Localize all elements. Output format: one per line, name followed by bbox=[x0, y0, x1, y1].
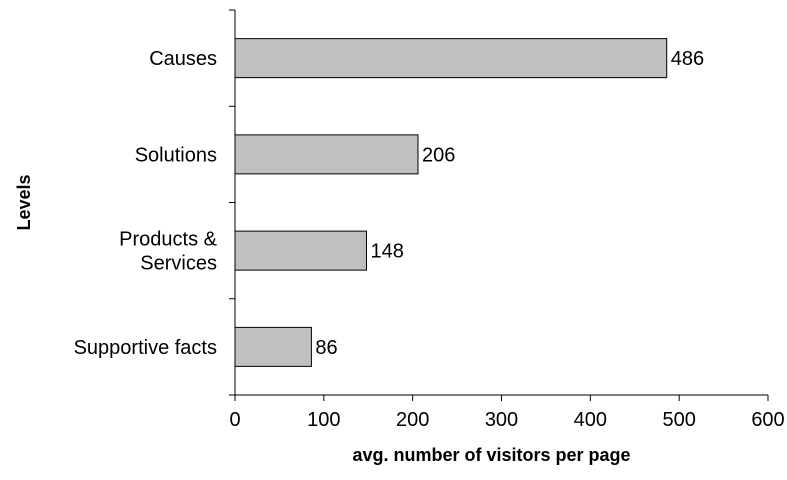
bar bbox=[234, 134, 419, 175]
bar bbox=[234, 230, 367, 271]
bar-value-label: 486 bbox=[671, 48, 704, 70]
value-labels-group: 486 206 148 86 bbox=[315, 48, 704, 359]
category-label-line: Services bbox=[140, 253, 217, 275]
category-label-line: Causes bbox=[149, 48, 217, 70]
x-tick-labels-group: 0 100 200 300 400 500 600 bbox=[229, 409, 784, 431]
bar bbox=[234, 326, 312, 367]
category-label: Causes bbox=[149, 48, 217, 70]
x-tick-label: 300 bbox=[485, 409, 518, 431]
x-axis-ticks bbox=[234, 395, 769, 401]
x-axis-title: avg. number of visitors per page bbox=[352, 445, 630, 465]
bar-value-label: 206 bbox=[422, 144, 455, 166]
category-label-line: Solutions bbox=[135, 144, 217, 166]
bar bbox=[234, 38, 668, 79]
category-label: Supportive facts bbox=[74, 337, 217, 359]
bar-value-label: 148 bbox=[370, 241, 403, 263]
x-tick-label: 400 bbox=[574, 409, 607, 431]
x-tick-label: 200 bbox=[396, 409, 429, 431]
x-tick-label: 100 bbox=[307, 409, 340, 431]
bar-value-label: 86 bbox=[315, 337, 337, 359]
category-label: Solutions bbox=[135, 144, 217, 166]
x-tick-label: 600 bbox=[751, 409, 784, 431]
y-axis-ticks bbox=[229, 9, 235, 396]
category-label-line: Supportive facts bbox=[74, 337, 217, 359]
bars-group bbox=[234, 38, 668, 367]
category-label-line: Products & bbox=[119, 229, 217, 251]
x-tick-label: 0 bbox=[229, 409, 240, 431]
category-label: Products & Services bbox=[119, 229, 217, 275]
category-labels-group: Causes Solutions Products & Services Support… bbox=[74, 48, 218, 359]
y-axis-title: Levels bbox=[14, 174, 34, 230]
x-tick-label: 500 bbox=[662, 409, 695, 431]
